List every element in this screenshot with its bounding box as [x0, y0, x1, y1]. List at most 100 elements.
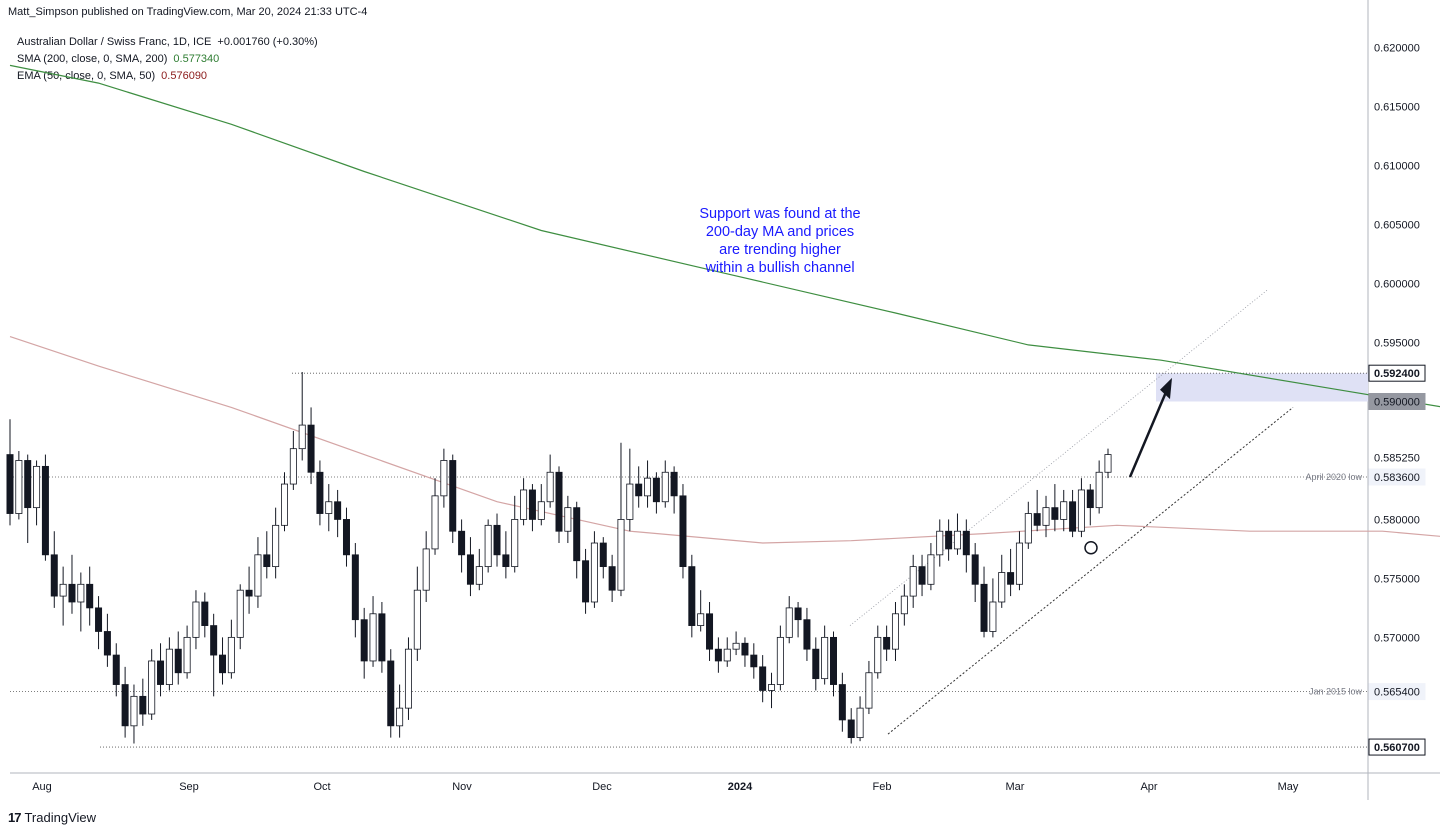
candle-up — [891, 613, 899, 650]
legend-row-price[interactable]: Australian Dollar / Swiss Franc, 1D, ICE… — [17, 34, 318, 51]
candle-down — [502, 554, 510, 568]
candle-down — [50, 554, 58, 597]
candle-down — [759, 666, 767, 691]
candle-down — [599, 542, 607, 568]
candle-up — [1060, 501, 1068, 520]
candle-down — [6, 454, 14, 514]
chart-annotation-text: Support was found at the 200-day MA and p… — [660, 205, 900, 277]
projection-arrow-head — [1160, 377, 1172, 400]
candle-down — [838, 684, 846, 721]
candle-up — [785, 607, 793, 638]
candle-up — [590, 542, 598, 603]
tradingview-brand: TradingView — [24, 810, 97, 825]
y-axis-tick-label: 0.580000 — [1374, 514, 1420, 526]
candle-down — [378, 613, 386, 662]
price-label-text: 0.583600 — [1374, 472, 1420, 484]
price-label-text: 0.560700 — [1374, 742, 1420, 754]
candle-down — [706, 613, 714, 650]
y-axis-tick-label: 0.620000 — [1374, 43, 1420, 55]
y-axis-tick-label: 0.600000 — [1374, 279, 1420, 291]
candle-down — [1069, 501, 1077, 532]
candle-down — [1007, 572, 1015, 585]
candle-up — [272, 524, 280, 568]
candle-down — [157, 660, 165, 685]
candle-up — [59, 583, 67, 597]
annotation-line: are trending higher — [719, 242, 841, 258]
candle-up — [644, 477, 652, 497]
legend-symbol-change: +0.001760 (+0.30%) — [217, 36, 318, 48]
candle-down — [741, 642, 749, 656]
candle-up — [396, 707, 404, 727]
x-axis-tick-label: Apr — [1140, 781, 1157, 793]
candle-up — [289, 448, 297, 485]
x-axis-tick-label: Feb — [873, 781, 892, 793]
candle-up — [546, 471, 554, 503]
candle-down — [714, 648, 722, 662]
level-name-label: Jan 2015 low — [1309, 687, 1363, 697]
candle-down — [201, 601, 209, 626]
y-axis-tick-label: 0.595000 — [1374, 338, 1420, 350]
candle-down — [41, 465, 49, 556]
x-axis-tick-label: 2024 — [728, 781, 753, 793]
candle-up — [1104, 454, 1112, 473]
candle-down — [652, 477, 660, 503]
candle-up — [227, 636, 235, 674]
candle-down — [945, 530, 953, 550]
candle-up — [236, 589, 244, 638]
candle-down — [210, 625, 218, 656]
candle-down — [68, 583, 76, 603]
candle-down — [812, 648, 820, 680]
tradingview-footer[interactable]: 17 TradingView — [8, 810, 96, 825]
candle-up — [1024, 513, 1032, 544]
candle-down — [360, 619, 368, 662]
y-axis-tick-label: 0.610000 — [1374, 161, 1420, 173]
resistance-zone — [1156, 373, 1368, 402]
candle-down — [962, 530, 970, 556]
annotation-line: Support was found at the — [699, 206, 861, 222]
candle-down — [449, 460, 457, 532]
candle-down — [1086, 489, 1094, 509]
candle-up — [130, 695, 138, 727]
price-label-box — [1368, 683, 1426, 701]
candle-up — [475, 566, 483, 585]
candle-down — [635, 483, 643, 497]
tradingview-logo-icon: 17 — [8, 810, 22, 825]
candle-up — [874, 636, 882, 674]
legend-row-sma200[interactable]: SMA (200, close, 0, SMA, 200) 0.577340 — [17, 51, 318, 68]
candle-up — [77, 583, 85, 603]
candle-down — [573, 507, 581, 562]
candle-down — [918, 566, 926, 585]
candle-up — [369, 613, 377, 662]
channel-lower-line — [887, 407, 1294, 735]
candle-down — [112, 654, 120, 685]
candle-down — [316, 471, 324, 514]
sma200-line — [9, 64, 1440, 408]
candle-up — [856, 707, 864, 739]
price-label-text: 0.592400 — [1374, 368, 1420, 380]
candle-up — [1042, 507, 1050, 526]
candle-up — [732, 642, 740, 650]
candle-up — [989, 601, 997, 632]
legend-row-ema50[interactable]: EMA (50, close, 0, SMA, 50) 0.576090 — [17, 68, 318, 85]
price-label-box — [1368, 393, 1426, 410]
candle-down — [342, 519, 350, 556]
candle-up — [520, 489, 528, 520]
candle-up — [998, 572, 1006, 603]
price-label-box — [1368, 468, 1426, 486]
candle-up — [564, 507, 572, 532]
support-circle-marker — [1084, 540, 1098, 555]
candle-down — [688, 566, 696, 626]
candle-up — [865, 672, 873, 709]
candle-up — [422, 548, 430, 591]
candle-down — [670, 471, 678, 497]
candle-down — [86, 583, 94, 609]
candle-down — [219, 654, 227, 674]
candle-down — [971, 554, 979, 585]
candle-down — [582, 560, 590, 603]
candle-down — [24, 460, 32, 509]
candle-down — [307, 424, 315, 473]
legend-sma-value: 0.577340 — [173, 53, 220, 65]
candle-up — [626, 483, 634, 520]
candle-up — [537, 501, 545, 520]
